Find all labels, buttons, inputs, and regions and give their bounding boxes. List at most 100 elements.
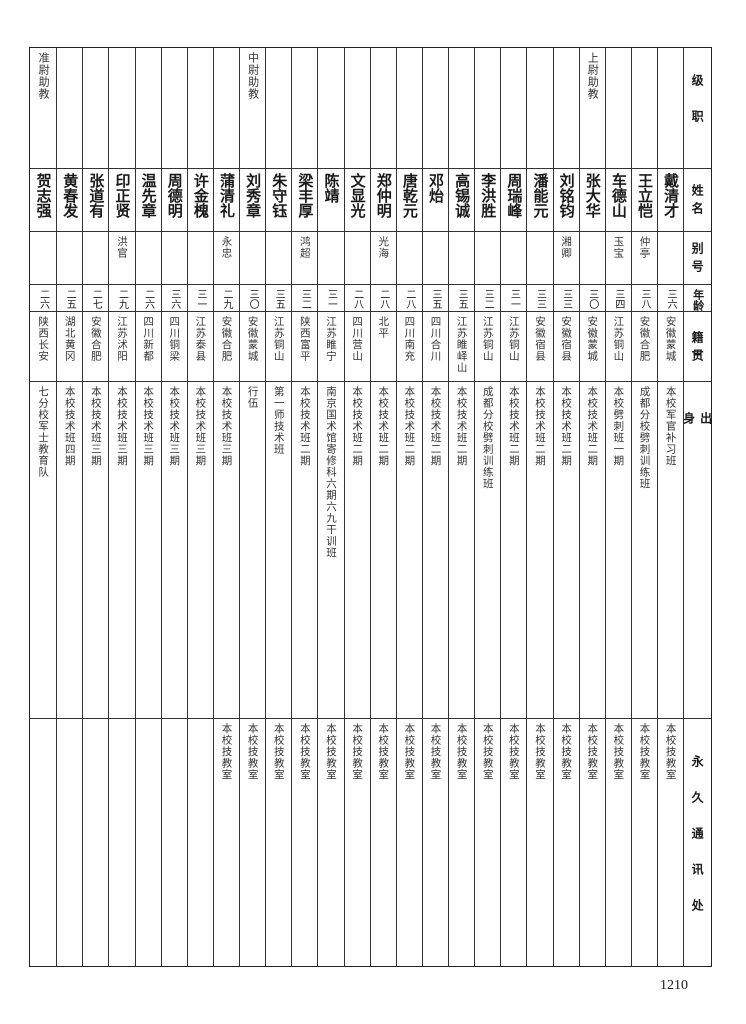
person-address: 本校技教室 — [325, 723, 337, 781]
person-age-cell: 三五 — [266, 284, 292, 311]
person-name-cell: 陈靖 — [318, 168, 344, 231]
person-background-cell: 七分校军士教育队 — [30, 381, 57, 718]
person-name-cell: 刘铭钧 — [553, 168, 579, 231]
person-background-cell: 第一师技术班 — [266, 381, 292, 718]
rank-label-cell: 上尉助教 — [580, 48, 605, 168]
person-alias-cell — [527, 231, 553, 284]
table-column-person: 潘能元 三三 安徽宿县 本校技术班二期 本校技教室 — [526, 48, 553, 966]
person-origin-cell: 四川南充 — [396, 311, 422, 381]
person-background: 南京国术馆寄修科六期六九干训班 — [325, 386, 337, 559]
rank-label-cell — [371, 48, 396, 168]
person-background-cell: 成都分校劈刺训练班 — [631, 381, 658, 718]
person-age-cell: 三八 — [631, 284, 658, 311]
person-background: 本校技术班二期 — [560, 386, 573, 467]
rank-label-cell — [345, 48, 370, 168]
person-alias-cell — [658, 231, 684, 284]
person-origin-cell: 陕西富平 — [292, 311, 318, 381]
person-address-cell: 本校技教室 — [449, 718, 475, 966]
person-name: 梁丰厚 — [296, 173, 315, 218]
rank-label-cell — [658, 48, 683, 168]
person-age: 三二 — [482, 289, 494, 309]
person-alias: 光海 — [377, 236, 390, 259]
table-column-person: 文显光 二八 四川营山 本校技术班二期 本校技教室 — [343, 48, 370, 966]
person-origin: 江苏铜山 — [507, 316, 520, 362]
person-name-cell: 温先章 — [135, 168, 161, 231]
person-age-cell: 二六 — [30, 284, 57, 311]
person-origin: 江苏铜山 — [612, 316, 625, 362]
person-origin: 安徽合肥 — [220, 316, 233, 362]
person-background: 本校技术班二期 — [298, 386, 311, 467]
rank-label: 准尉助教 — [37, 52, 51, 100]
person-age-cell: 二七 — [83, 284, 109, 311]
person-origin: 陕西富平 — [298, 316, 311, 362]
person-origin: 湖北黄冈 — [63, 316, 76, 362]
rank-label: 上尉助教 — [586, 52, 600, 100]
table-column-person: 张道有 二七 安徽合肥 本校技术班三期 — [82, 48, 109, 966]
person-address: 本校技教室 — [246, 723, 259, 781]
person-age: 三三 — [560, 289, 572, 309]
person-address-cell: 本校技教室 — [266, 718, 292, 966]
person-background: 本校技术班三期 — [116, 386, 128, 467]
person-address: 本校技教室 — [403, 723, 416, 781]
person-name-cell: 刘秀章 — [240, 168, 266, 231]
table-column-person: 李洪胜 三二 江苏铜山 成都分校劈刺训练班 本校技教室 — [474, 48, 501, 966]
table-column-person: 上尉助教 张大华 三〇 安徽蒙城 本校技术班二期 本校技教室 — [578, 48, 605, 966]
person-origin: 陕西长安 — [37, 316, 50, 362]
table-column-person: 高锡诚 三五 江苏睢峄山 本校技术班二期 本校技教室 — [448, 48, 475, 966]
person-origin-cell: 陕西长安 — [30, 311, 57, 381]
person-origin-cell: 江苏铜山 — [501, 311, 527, 381]
person-age: 三八 — [639, 289, 650, 309]
person-name-cell: 印正贤 — [109, 168, 135, 231]
person-background-cell: 本校技术班二期 — [501, 381, 527, 718]
person-background-cell: 本校技术班二期 — [292, 381, 318, 718]
person-name-cell: 贺志强 — [30, 168, 57, 231]
header-level: 级职 — [690, 74, 705, 146]
person-origin-cell: 安徽蒙城 — [658, 311, 684, 381]
person-name: 陈靖 — [322, 173, 341, 203]
person-address-cell: 本校技教室 — [579, 718, 605, 966]
person-address-cell — [109, 718, 135, 966]
person-background: 本校技术班二期 — [403, 386, 416, 467]
person-name-cell: 高锡诚 — [449, 168, 475, 231]
person-alias-cell — [475, 231, 501, 284]
person-alias-cell — [83, 231, 109, 284]
person-background-cell: 本校技术班二期 — [527, 381, 553, 718]
person-name: 温先章 — [139, 173, 158, 218]
person-origin: 安徽蒙城 — [664, 316, 677, 362]
rank-label-cell — [188, 48, 213, 168]
person-address: 本校技教室 — [507, 723, 520, 781]
person-background-cell: 本校技术班三期 — [187, 381, 213, 718]
person-age: 三五 — [430, 289, 441, 309]
person-background-cell: 本校技术班二期 — [579, 381, 605, 718]
person-name-cell: 许金槐 — [187, 168, 213, 231]
person-background-cell: 本校技术班二期 — [396, 381, 422, 718]
person-alias-cell — [396, 231, 422, 284]
person-origin-cell: 四川铜梁 — [161, 311, 187, 381]
person-background-cell: 本校技术班二期 — [553, 381, 579, 718]
person-age-cell: 三二 — [292, 284, 318, 311]
table-column-person: 戴清才 三六 安徽蒙城 本校军官补习班 本校技教室 — [657, 48, 684, 966]
person-origin-cell: 江苏泰县 — [187, 311, 213, 381]
person-address-cell: 本校技教室 — [422, 718, 449, 966]
person-alias: 湘卿 — [560, 236, 573, 259]
table-column-person: 刘铭钧 湘卿 三三 安徽宿县 本校技术班二期 本校技教室 — [552, 48, 579, 966]
person-age: 三五 — [456, 289, 468, 309]
person-address-cell: 本校技教室 — [396, 718, 422, 966]
person-address-cell: 本校技教室 — [292, 718, 318, 966]
person-alias-cell — [318, 231, 344, 284]
person-name-cell: 王立恺 — [631, 168, 658, 231]
person-age: 二九 — [116, 289, 128, 309]
person-address-cell: 本校技教室 — [475, 718, 501, 966]
person-alias-cell: 仲亭 — [631, 231, 658, 284]
person-address-cell — [83, 718, 109, 966]
person-address: 本校技教室 — [638, 723, 651, 781]
rank-label-cell — [632, 48, 657, 168]
person-age-cell: 三一 — [318, 284, 344, 311]
person-name: 蒲清礼 — [218, 173, 236, 218]
person-alias: 洪官 — [116, 236, 128, 259]
person-origin-cell: 江苏睢峄山 — [449, 311, 475, 381]
rank-label-cell — [109, 48, 134, 168]
rank-label-cell: 准尉助教 — [30, 48, 56, 168]
person-name: 李洪胜 — [479, 173, 498, 218]
person-age: 二七 — [90, 289, 102, 309]
